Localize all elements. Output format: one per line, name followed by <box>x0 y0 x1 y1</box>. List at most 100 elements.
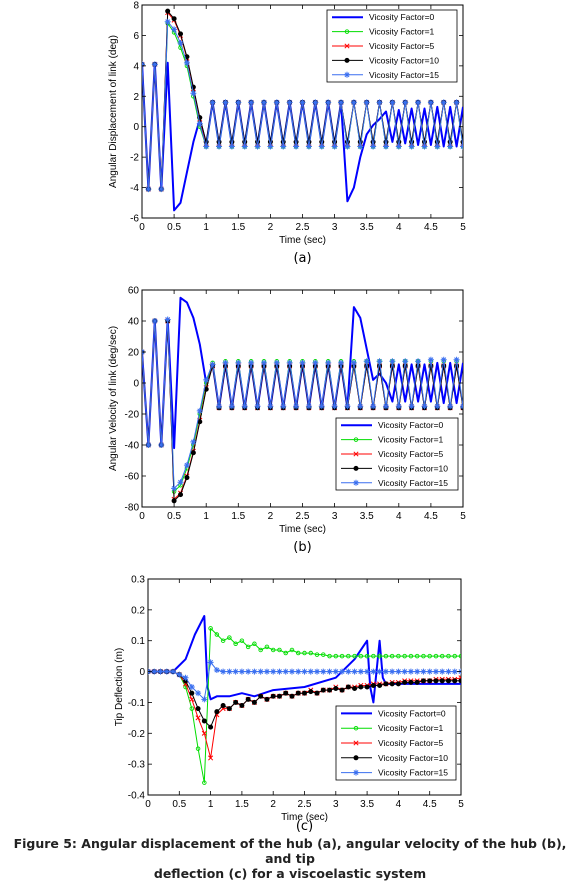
data-point <box>370 682 376 688</box>
data-point <box>451 668 458 675</box>
data-point <box>197 419 203 425</box>
data-point <box>254 143 261 150</box>
panel-label: (b) <box>293 540 311 555</box>
data-point <box>401 668 408 675</box>
chart-b: 0 0.5 1 1.5 2 2.5 3 3.5 4 4.5 5 -80 -60 -40 -20 0 20 40 60… <box>108 286 466 556</box>
axis-ticks: 0 0.5 1 1.5 2 2.5 3 3.5 4 4.5 5 -6 -4 -2 0 2 4 6 8 <box>130 1 466 234</box>
data-point <box>293 143 300 150</box>
data-point <box>182 674 189 681</box>
y-tick-label: -6 <box>130 214 139 225</box>
x-tick-label: 2 <box>268 511 274 522</box>
data-point <box>239 638 245 643</box>
data-point <box>241 403 248 410</box>
data-point <box>344 403 351 410</box>
y-tick-label: 6 <box>133 31 139 42</box>
series-markers-4 <box>148 659 461 703</box>
data-point <box>318 403 325 410</box>
x-axis-label: Time (sec) <box>279 235 326 246</box>
data-point <box>364 653 370 659</box>
data-point <box>245 668 252 675</box>
x-tick-label: 2.5 <box>298 799 312 810</box>
y-tick-label: -40 <box>125 441 140 452</box>
series-line-0 <box>148 615 461 704</box>
data-point <box>270 693 276 699</box>
data-point <box>389 358 396 365</box>
data-point <box>228 403 235 410</box>
data-point <box>395 681 401 687</box>
y-tick-label: 0.2 <box>131 605 145 616</box>
data-point <box>171 485 178 492</box>
data-point <box>320 668 327 675</box>
x-tick-label: 5 <box>458 799 464 810</box>
data-point <box>370 668 377 675</box>
data-point <box>320 687 326 693</box>
x-tick-label: 4.5 <box>424 222 438 233</box>
legend-marker <box>344 43 350 49</box>
y-axis-label: Angular Velocity of link (deg/sec) <box>108 326 119 471</box>
data-point <box>209 361 216 368</box>
data-point <box>327 653 332 659</box>
data-point <box>195 706 201 712</box>
x-tick-label: 1 <box>203 511 209 522</box>
data-point <box>151 668 158 675</box>
data-point <box>408 403 415 410</box>
data-point <box>241 143 248 150</box>
y-tick-label: 40 <box>128 317 140 328</box>
data-point <box>447 403 454 410</box>
data-point <box>350 359 357 366</box>
panel-label: (c) <box>296 819 313 834</box>
series-group <box>142 296 463 504</box>
data-point <box>239 703 245 709</box>
y-axis-label: Tip Deflection (m) <box>114 648 125 727</box>
data-point <box>267 143 274 150</box>
data-point <box>389 99 396 106</box>
data-point <box>164 18 171 25</box>
y-tick-label: -80 <box>125 503 140 514</box>
y-tick-label: 8 <box>133 1 139 12</box>
legend-entry: Vicosity Factort=0 <box>378 708 446 718</box>
y-tick-label: -0.3 <box>128 760 146 771</box>
data-point <box>213 667 220 674</box>
data-point <box>460 403 463 410</box>
data-point <box>233 699 239 705</box>
data-point <box>178 31 184 37</box>
data-point <box>383 681 389 687</box>
data-point <box>345 684 351 690</box>
data-point <box>427 99 434 106</box>
data-point <box>307 668 314 675</box>
y-tick-label: -20 <box>125 410 140 421</box>
legend: Vicosity Factort=0 Vicosity Factor=1 Vicos… <box>335 705 457 781</box>
data-point <box>440 356 447 363</box>
data-point <box>382 143 389 150</box>
x-tick-label: 5 <box>460 222 466 233</box>
legend-entry: Vicosity Factor=1 <box>369 27 435 37</box>
data-point <box>427 356 434 363</box>
data-point <box>293 403 300 410</box>
data-point <box>395 143 402 150</box>
data-point <box>151 318 158 324</box>
data-point <box>286 99 293 106</box>
data-point <box>338 99 345 106</box>
data-point <box>458 678 461 684</box>
data-point <box>184 475 190 481</box>
data-point <box>216 143 223 150</box>
y-tick-label: -0.1 <box>128 698 146 709</box>
data-point <box>288 668 295 675</box>
data-point <box>270 668 277 675</box>
legend-entry: Vicosity Factor=1 <box>378 723 444 733</box>
data-point <box>427 678 433 684</box>
data-point <box>195 746 201 751</box>
data-point <box>345 668 352 675</box>
data-point <box>312 99 319 106</box>
legend-marker <box>353 769 359 776</box>
chart-a: 0 0.5 1 1.5 2 2.5 3 3.5 4 4.5 5 -6 -4 -2 0 2 4 6 8 Time (se… <box>108 1 466 267</box>
data-point <box>389 681 395 687</box>
x-tick-label: 3.5 <box>360 511 374 522</box>
data-point <box>402 679 408 685</box>
data-point <box>263 668 270 675</box>
legend-entry: Vicosity Factor=5 <box>378 449 444 459</box>
data-point <box>377 653 382 659</box>
data-point <box>267 403 274 410</box>
data-point <box>439 678 445 684</box>
legend-marker <box>353 479 359 486</box>
